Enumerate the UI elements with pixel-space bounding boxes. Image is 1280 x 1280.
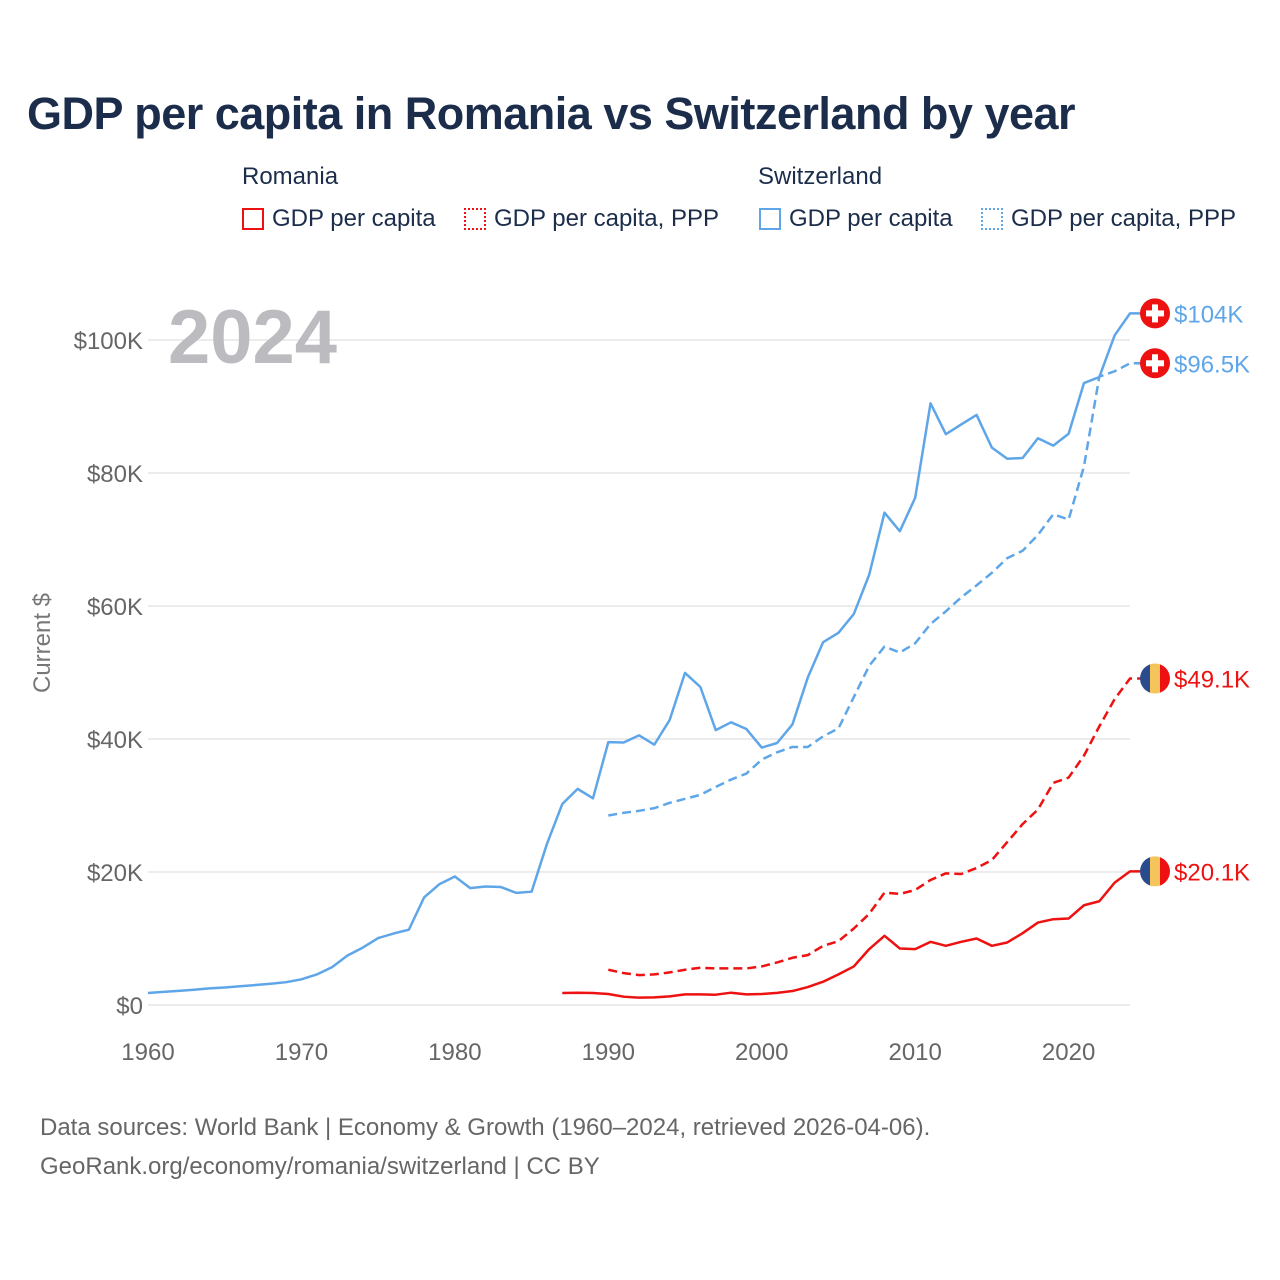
- x-tick-label: 1980: [428, 1039, 481, 1066]
- legend-label: GDP per capita, PPP: [1011, 205, 1236, 232]
- flag-stripe: [1140, 856, 1151, 887]
- romania-flag-icon: [1140, 663, 1170, 694]
- flag-stripe: [1160, 856, 1170, 887]
- flag-stripe: [1140, 663, 1151, 694]
- source-line: Data sources: World Bank | Economy & Gro…: [40, 1114, 931, 1141]
- switzerland-flag-icon: [1140, 298, 1170, 329]
- end-value-label: $96.5K: [1174, 351, 1250, 378]
- legend-label: GDP per capita: [272, 205, 436, 232]
- source-link[interactable]: GeoRank.org/economy/romania/switzerland …: [40, 1153, 600, 1180]
- legend-item-romania-ppp[interactable]: GDP per capita, PPP: [464, 205, 719, 233]
- y-tick-label: $0: [116, 993, 143, 1020]
- series-line-romania-ppp[interactable]: [608, 677, 1143, 977]
- legend-group-romania: Romania: [242, 163, 339, 190]
- legend-label: GDP per capita, PPP: [494, 205, 719, 232]
- y-tick-label: $40K: [87, 727, 143, 754]
- source-note: Data sources: World Bank | Economy & Gro…: [40, 1108, 930, 1186]
- legend-swatch-dotted: [981, 208, 1003, 230]
- flag-stripe: [1150, 856, 1161, 887]
- legend-swatch-dotted: [464, 208, 486, 230]
- x-tick-label: 1970: [275, 1039, 328, 1066]
- flag-cross: [1146, 310, 1164, 317]
- legend-item-romania-gdp[interactable]: GDP per capita: [242, 205, 436, 233]
- x-tick-label: 2020: [1042, 1039, 1095, 1066]
- y-axis-label: Current $: [29, 593, 56, 693]
- end-value-label: $49.1K: [1174, 666, 1250, 693]
- legend-group-switzerland: Switzerland: [758, 163, 883, 190]
- y-tick-label: $60K: [87, 594, 143, 621]
- legend-swatch-solid: [242, 208, 264, 230]
- x-tick-label: 2010: [888, 1039, 941, 1066]
- series-line-romania-gdp[interactable]: [562, 870, 1143, 999]
- x-tick-label: 2000: [735, 1039, 788, 1066]
- legend-item-switzerland-ppp[interactable]: GDP per capita, PPP: [981, 205, 1236, 233]
- chart-title: GDP per capita in Romania vs Switzerland…: [27, 88, 1076, 139]
- x-tick-label: 1990: [582, 1039, 635, 1066]
- y-tick-label: $80K: [87, 461, 143, 488]
- y-tick-label: $100K: [74, 328, 143, 355]
- year-watermark: 2024: [168, 295, 337, 380]
- series-line-switzerland-ppp[interactable]: [608, 362, 1143, 817]
- legend-item-switzerland-gdp[interactable]: GDP per capita: [759, 205, 953, 233]
- x-tick-label: 1960: [121, 1039, 174, 1066]
- series-line-switzerland-gdp[interactable]: [147, 312, 1143, 995]
- romania-flag-icon: [1140, 856, 1170, 887]
- switzerland-flag-icon: [1140, 348, 1170, 379]
- flag-stripe: [1160, 663, 1170, 694]
- flag-stripe: [1150, 663, 1161, 694]
- legend-label: GDP per capita: [789, 205, 953, 232]
- end-value-label: $104K: [1174, 301, 1243, 328]
- y-tick-label: $20K: [87, 860, 143, 887]
- legend-swatch-solid: [759, 208, 781, 230]
- end-value-label: $20.1K: [1174, 859, 1250, 886]
- flag-cross: [1146, 360, 1164, 367]
